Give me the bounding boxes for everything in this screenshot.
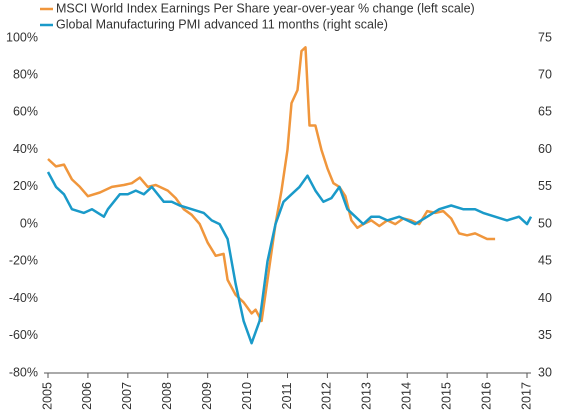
y-tick-label: -60% — [9, 328, 38, 342]
y2-tick-label: 40 — [538, 291, 552, 305]
x-tick-label: 2014 — [400, 382, 414, 410]
y2-tick-label: 45 — [538, 254, 552, 268]
y2-tick-label: 70 — [538, 68, 552, 82]
x-tick-label: 2011 — [280, 383, 294, 410]
y2-tick-label: 55 — [538, 179, 552, 193]
y-tick-label: 60% — [13, 105, 38, 119]
y2-tick-label: 60 — [538, 142, 552, 156]
y2-tick-label: 30 — [538, 365, 552, 379]
y-tick-label: 100% — [6, 30, 38, 44]
y-tick-label: -40% — [9, 291, 38, 305]
x-tick-label: 2017 — [519, 382, 533, 410]
y-tick-label: -80% — [9, 365, 38, 379]
y2-tick-label: 65 — [538, 105, 552, 119]
y-tick-label: 0% — [20, 216, 38, 230]
x-tick-label: 2010 — [240, 382, 254, 410]
series-line — [46, 171, 533, 345]
x-tick-label: 2009 — [200, 382, 214, 410]
x-tick-label: 2013 — [360, 382, 374, 410]
x-tick-label: 2016 — [479, 382, 493, 410]
legend-label: Global Manufacturing PMI advanced 11 mon… — [56, 17, 388, 31]
y-tick-label: 80% — [13, 68, 38, 82]
y-tick-label: -20% — [9, 254, 38, 268]
x-tick-label: 2007 — [120, 382, 134, 410]
x-tick-label: 2005 — [40, 382, 54, 410]
y2-tick-label: 50 — [538, 216, 552, 230]
y-tick-label: 40% — [13, 142, 38, 156]
y-tick-label: 20% — [13, 179, 38, 193]
legend-label: MSCI World Index Earnings Per Share year… — [56, 1, 475, 15]
x-tick-label: 2012 — [320, 382, 334, 410]
series-line — [47, 46, 496, 323]
x-tick-label: 2015 — [439, 382, 453, 410]
y2-tick-label: 35 — [538, 328, 552, 342]
x-tick-label: 2008 — [160, 382, 174, 410]
y2-tick-label: 75 — [538, 30, 552, 44]
x-tick-label: 2006 — [80, 382, 94, 410]
